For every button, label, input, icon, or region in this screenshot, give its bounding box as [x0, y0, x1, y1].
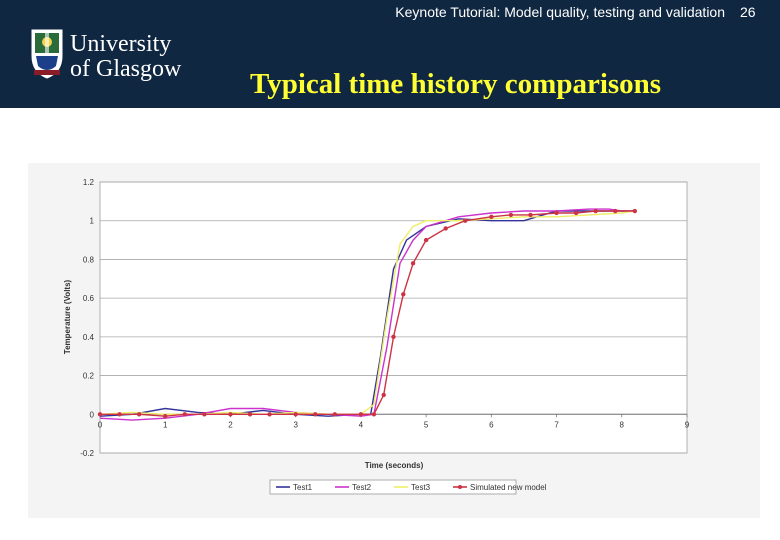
x-tick-label: 0	[98, 420, 103, 429]
data-point-simulated-new-model	[293, 412, 298, 417]
y-tick-label: 0.8	[83, 255, 95, 264]
data-point-simulated-new-model	[391, 334, 396, 340]
logo-text-glasgow: of Glasgow	[70, 56, 182, 82]
legend-box	[269, 479, 517, 495]
x-tick-label: 5	[424, 420, 429, 429]
logo-text-university: University	[70, 31, 171, 57]
data-point-simulated-new-model	[332, 412, 337, 417]
x-tick-label: 6	[489, 420, 494, 429]
data-point-simulated-new-model	[613, 208, 618, 214]
data-point-simulated-new-model	[313, 412, 318, 417]
data-point-simulated-new-model	[554, 210, 559, 216]
y-tick-label: -0.2	[80, 449, 94, 458]
slide-number: 26	[740, 4, 756, 20]
data-point-simulated-new-model	[228, 412, 233, 417]
x-tick-label: 1	[163, 420, 168, 429]
legend-label-test2: Test2	[352, 483, 372, 492]
chart-legend: Test1 Test2 Test3 Simulated new model	[269, 479, 547, 495]
data-point-simulated-new-model	[423, 237, 429, 243]
y-tick-label: 1	[90, 217, 95, 226]
university-logo: University of Glasgow	[31, 29, 182, 82]
data-point-simulated-new-model	[573, 210, 579, 216]
data-point-simulated-new-model	[489, 214, 494, 220]
data-point-simulated-new-model	[117, 412, 122, 417]
y-tick-label: 0.6	[83, 294, 95, 303]
x-tick-label: 2	[228, 420, 233, 429]
y-tick-label: 0.4	[83, 333, 95, 342]
legend-label-test3: Test3	[411, 483, 431, 492]
slide-header: Keynote Tutorial: Model quality, testing…	[0, 0, 780, 108]
series-line-test2	[99, 208, 635, 421]
data-point-simulated-new-model	[593, 208, 598, 214]
data-point-simulated-new-model	[163, 414, 168, 419]
y-tick-label: 0	[90, 410, 95, 419]
data-point-simulated-new-model	[443, 226, 448, 231]
legend-marker-simulated-new-model	[458, 485, 462, 489]
data-point-simulated-new-model	[410, 261, 416, 266]
x-axis-title: Time (seconds)	[365, 461, 424, 470]
plot-area	[99, 181, 688, 454]
x-tick-label: 9	[685, 420, 690, 429]
data-point-simulated-new-model	[463, 218, 468, 223]
y-tick-label: 1.2	[83, 178, 95, 187]
slide-title: Typical time history comparisons	[250, 68, 662, 100]
legend-label-test1: Test1	[293, 483, 313, 492]
x-tick-label: 7	[554, 420, 559, 429]
y-axis-title: Temperature (Volts)	[63, 279, 72, 354]
data-point-simulated-new-model	[508, 212, 514, 218]
crest-icon	[31, 29, 63, 79]
data-point-simulated-new-model	[371, 412, 377, 417]
data-point-simulated-new-model	[247, 412, 253, 417]
legend-label-simulated-new-model: Simulated new model	[470, 483, 547, 492]
y-tick-labels: -0.2 0 0.2 0.4 0.6 0.8 1 1.2	[80, 178, 94, 458]
data-point-simulated-new-model	[136, 412, 142, 417]
time-history-chart: -0.2 0 0.2 0.4 0.6 0.8 1 1.2 0 1 2 3 4 5 6 7 8 9 Tempera…	[28, 163, 760, 518]
x-tick-labels: 0 1 2 3 4 5 6 7 8 9	[98, 420, 690, 429]
data-point-simulated-new-model	[182, 412, 187, 417]
data-point-simulated-new-model	[267, 412, 272, 417]
data-point-simulated-new-model	[632, 208, 638, 214]
data-point-simulated-new-model	[358, 412, 364, 417]
header-title: Keynote Tutorial: Model quality, testing…	[395, 4, 725, 20]
x-tick-label: 4	[359, 420, 364, 429]
series-lines	[97, 208, 638, 421]
y-tick-label: 0.2	[83, 372, 95, 381]
data-point-simulated-new-model	[381, 392, 386, 398]
x-tick-label: 8	[620, 420, 625, 429]
data-point-simulated-new-model	[528, 212, 533, 218]
x-tick-label: 3	[293, 420, 298, 429]
data-point-simulated-new-model	[97, 412, 103, 417]
data-point-simulated-new-model	[401, 292, 406, 297]
data-point-simulated-new-model	[202, 412, 207, 417]
